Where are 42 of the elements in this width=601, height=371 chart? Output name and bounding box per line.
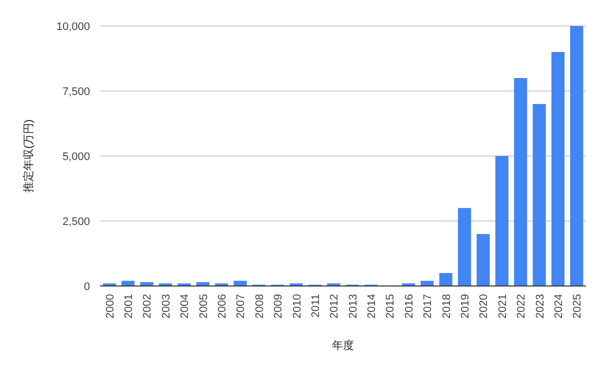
bar (140, 282, 154, 286)
x-tick-label: 2015 (384, 294, 397, 318)
y-tick-label: 0 (84, 281, 90, 293)
bar (495, 156, 508, 286)
x-tick-label: 2009 (272, 294, 285, 318)
x-tick-label: 2024 (552, 294, 565, 318)
bar (458, 208, 472, 286)
y-tick-label: 7,500 (62, 86, 90, 98)
y-tick-label: 5,000 (62, 151, 90, 163)
bar (476, 234, 490, 286)
x-tick-label: 2008 (254, 294, 266, 318)
x-tick-label: 2020 (478, 294, 490, 318)
x-tick-label: 2019 (460, 294, 472, 318)
x-tick-label: 2022 (516, 294, 528, 318)
x-tick-label: 2006 (216, 294, 228, 318)
bar (514, 78, 528, 286)
bar (439, 273, 452, 286)
x-tick-label: 2023 (534, 294, 546, 318)
x-tick-label: 2010 (291, 294, 304, 318)
x-tick-label: 2001 (123, 294, 136, 318)
x-tick-label: 2004 (179, 294, 192, 318)
x-tick-label: 2005 (198, 294, 210, 318)
x-tick-label: 2018 (440, 294, 453, 318)
x-tick-label: 2021 (496, 294, 509, 318)
x-axis-title: 年度 (332, 339, 354, 352)
x-tick-label: 2014 (366, 294, 378, 318)
x-tick-label: 2011 (310, 294, 322, 318)
bar (532, 104, 546, 286)
x-tick-label: 2007 (235, 294, 248, 318)
x-tick-label: 2025 (572, 294, 584, 318)
x-tick-label: 2013 (347, 294, 360, 318)
y-tick-label: 10,000 (56, 21, 90, 33)
x-tick-label: 2016 (403, 294, 416, 318)
x-tick-label: 2003 (160, 294, 172, 318)
x-tick-label: 2002 (142, 294, 154, 318)
x-tick-label: 2012 (328, 294, 341, 318)
bar (570, 26, 584, 286)
x-tick-label: 2000 (104, 294, 116, 318)
y-axis-title: 推定年収(万円) (22, 119, 35, 193)
y-tick-label: 2,500 (62, 216, 90, 228)
x-tick-label: 2017 (422, 294, 434, 318)
bar (551, 52, 565, 286)
